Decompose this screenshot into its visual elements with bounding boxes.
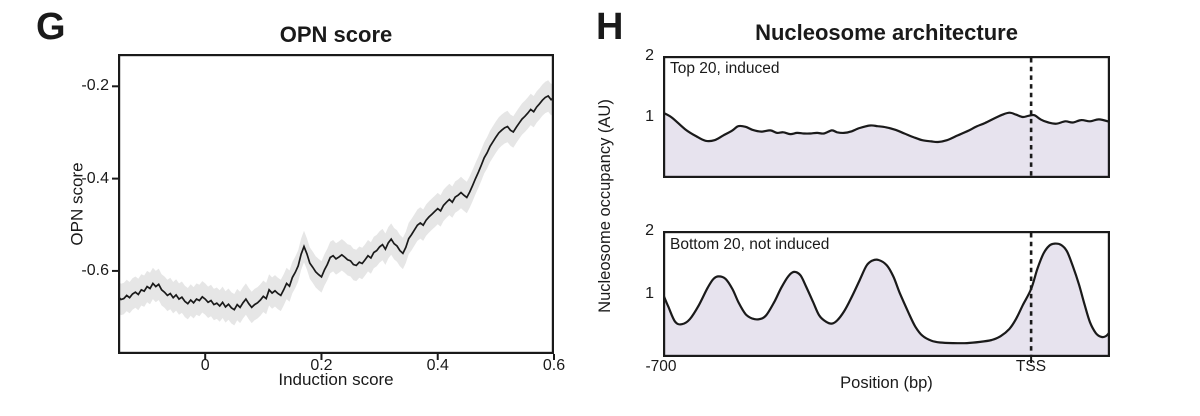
panel-letter-h: H: [596, 6, 624, 48]
g-x-tick-label: 0.4: [426, 357, 449, 374]
opn-x-axis-label: Induction score: [278, 370, 394, 389]
plot-frame: [663, 231, 1110, 358]
ht-svg-y-tick-label: 2: [645, 47, 654, 64]
opn-score-line: [118, 94, 554, 311]
g-x-tick-label: 0.2: [310, 357, 333, 374]
opn-score-chart: [112, 54, 555, 360]
occupancy-line-top: [663, 111, 1110, 144]
series-label-bottom20: Bottom 20, not induced: [670, 236, 830, 253]
ht-svg-y-tick-label: 1: [645, 108, 654, 125]
nucleosome-bottom-chart: [663, 231, 1110, 363]
opn-chart-title: OPN score: [279, 22, 393, 47]
occupancy-area-top: [663, 112, 1110, 178]
position-x-axis-label: Position (bp): [840, 374, 933, 392]
hb-svg-y-tick-label: 1: [645, 285, 654, 302]
nucleosome-top-chart: [663, 56, 1110, 179]
g-x-tick-label: 0.6: [542, 357, 566, 374]
series-label-top20: Top 20, induced: [670, 60, 780, 77]
x-tick-label-minus700: -700: [645, 358, 677, 375]
plot-frame: [663, 56, 1110, 179]
occupancy-line-bottom: [663, 242, 1110, 345]
occupancy-area-bottom: [663, 243, 1110, 357]
nucleosome-chart-title: Nucleosome architecture: [755, 20, 1018, 45]
g-y-tick-label: -0.6: [81, 261, 109, 279]
x-tick-label-tss: TSS: [1015, 358, 1047, 375]
plot-frame: [118, 54, 554, 354]
panel-letter-g: G: [36, 6, 66, 48]
g-y-tick-label: -0.4: [81, 169, 109, 187]
hb-svg-y-tick-label: 2: [645, 222, 654, 239]
g-x-tick-label: 0: [200, 357, 210, 374]
nucleosome-y-axis-label: Nucleosome occupancy (AU): [595, 99, 614, 313]
confidence-band: [118, 80, 554, 326]
axis-ticks: [112, 85, 555, 360]
g-y-tick-label: -0.2: [81, 77, 109, 95]
